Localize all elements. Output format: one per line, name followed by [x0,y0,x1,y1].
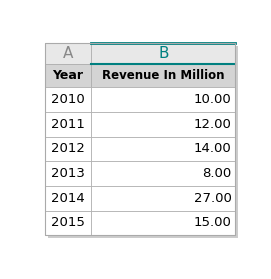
Bar [45,137,91,161]
Bar [45,161,91,186]
Bar [45,211,91,235]
Text: 2010: 2010 [51,93,85,106]
Text: 2015: 2015 [51,217,85,229]
Bar [45,43,235,235]
Bar [45,64,91,87]
Text: B: B [158,46,169,61]
Bar [45,87,91,112]
Text: 8.00: 8.00 [202,167,231,180]
Bar [91,43,235,64]
Text: 2011: 2011 [51,118,85,131]
Text: 2012: 2012 [51,143,85,155]
Text: 14.00: 14.00 [194,143,231,155]
Text: 2014: 2014 [51,192,85,205]
Bar [91,186,235,211]
Text: Year: Year [53,69,83,82]
Bar [91,211,235,235]
Bar [48,46,238,238]
Bar [45,186,91,211]
Text: 27.00: 27.00 [193,192,231,205]
Text: 10.00: 10.00 [194,93,231,106]
Bar [91,64,235,87]
Bar [91,87,235,112]
Text: A: A [63,46,73,61]
Bar [45,112,91,137]
Bar [91,137,235,161]
Text: 15.00: 15.00 [193,217,231,229]
Text: 2013: 2013 [51,167,85,180]
Bar [91,112,235,137]
Bar [91,161,235,186]
Bar [45,43,91,64]
Text: Revenue In Million: Revenue In Million [102,69,225,82]
Text: 12.00: 12.00 [193,118,231,131]
